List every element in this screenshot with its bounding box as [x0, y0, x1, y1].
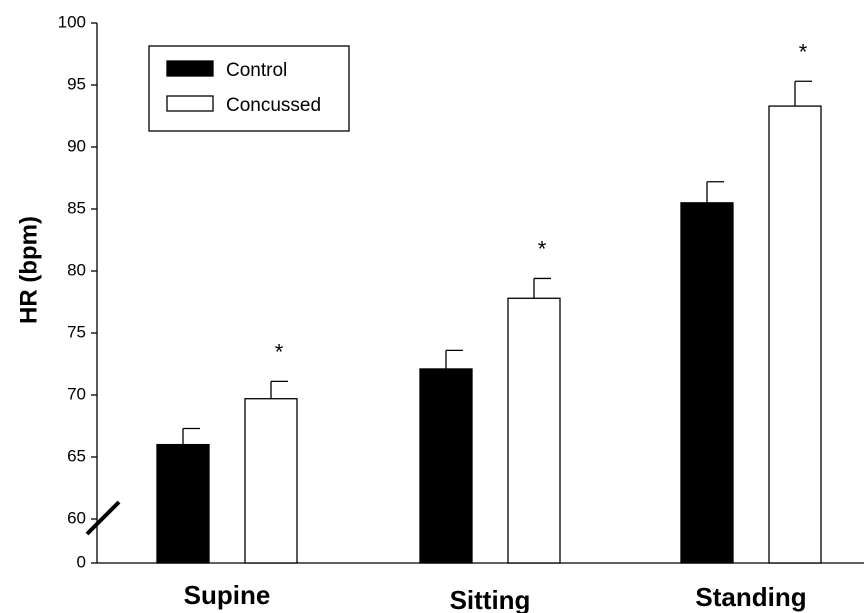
bar-control-standing: [680, 202, 734, 564]
y-tick-label: 90: [67, 136, 86, 155]
category-labels: Supine Sitting Standing: [184, 580, 807, 613]
y-tick-label: 0: [77, 552, 86, 571]
y-axis-label: HR (bpm): [15, 216, 42, 324]
significance-marker-standing: *: [799, 39, 808, 64]
legend-swatch-control: [166, 60, 214, 77]
y-tick-label: 80: [67, 260, 86, 279]
bars: [156, 105, 822, 564]
y-tick-label: 65: [67, 446, 86, 465]
y-tick-label: 75: [67, 322, 86, 341]
y-tick-label: 95: [67, 74, 86, 93]
significance-marker-sitting: *: [538, 236, 547, 261]
axis-break-mark: [85, 500, 121, 536]
axes: 0 60 65 70 75 80 85 90 95 100: [58, 12, 864, 571]
legend-label-concussed: Concussed: [226, 95, 321, 116]
error-bars: [182, 80, 812, 445]
y-tick-label: 70: [67, 384, 86, 403]
y-tick-label: 100: [58, 12, 86, 31]
significance-marker-supine: *: [275, 339, 284, 364]
category-label-sitting: Sitting: [450, 585, 531, 613]
legend-swatch-concussed: [166, 95, 214, 112]
legend: Control Concussed: [148, 45, 350, 132]
y-tick-label: 60: [67, 508, 86, 527]
bar-concussed-sitting: [507, 297, 561, 564]
bar-concussed-standing: [768, 105, 822, 564]
category-label-supine: Supine: [184, 580, 271, 610]
legend-label-control: Control: [226, 60, 287, 81]
bar-control-sitting: [419, 368, 473, 564]
category-label-standing: Standing: [695, 582, 806, 612]
y-tick-label: 85: [67, 198, 86, 217]
bar-concussed-supine: [244, 398, 298, 564]
legend-box: [148, 45, 350, 132]
significance-markers: * * *: [275, 39, 808, 364]
bar-control-supine: [156, 443, 210, 564]
